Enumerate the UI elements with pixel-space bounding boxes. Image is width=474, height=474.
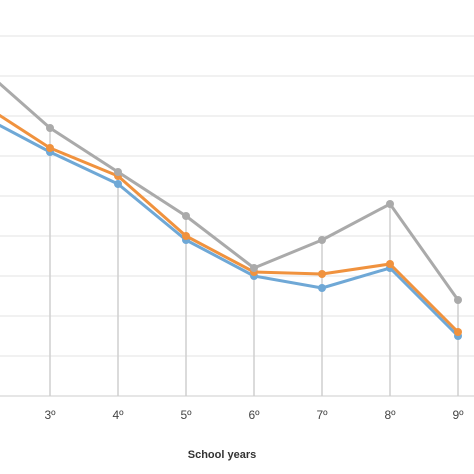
data-point — [114, 168, 122, 176]
x-tick-label: 8º — [384, 408, 396, 422]
data-point — [386, 200, 394, 208]
x-tick-label: 7º — [316, 408, 328, 422]
data-point — [318, 236, 326, 244]
data-point — [46, 124, 54, 132]
x-axis-title: School years — [188, 449, 256, 461]
data-point — [46, 144, 54, 152]
data-point — [250, 264, 258, 272]
series-group — [0, 81, 462, 340]
series-2 — [0, 113, 462, 336]
data-point — [318, 270, 326, 278]
x-tick-label: 9º — [452, 408, 464, 422]
data-point — [386, 260, 394, 268]
x-tick-labels: 2º3º4º5º6º7º8º9º — [44, 408, 464, 422]
data-point — [454, 328, 462, 336]
x-tick-label: 4º — [112, 408, 124, 422]
data-point — [182, 232, 190, 240]
series-line — [0, 81, 460, 302]
gridlines — [0, 35, 474, 357]
series-3 — [0, 81, 462, 304]
data-point — [182, 212, 190, 220]
data-point — [454, 296, 462, 304]
x-tick-label: 3º — [44, 408, 56, 422]
series-1 — [0, 123, 462, 340]
drop-lines — [49, 128, 459, 396]
series-line — [0, 123, 460, 338]
data-point — [114, 180, 122, 188]
x-tick-label: 6º — [248, 408, 260, 422]
data-point — [318, 284, 326, 292]
series-line — [0, 113, 460, 334]
x-tick-label: 5º — [180, 408, 192, 422]
